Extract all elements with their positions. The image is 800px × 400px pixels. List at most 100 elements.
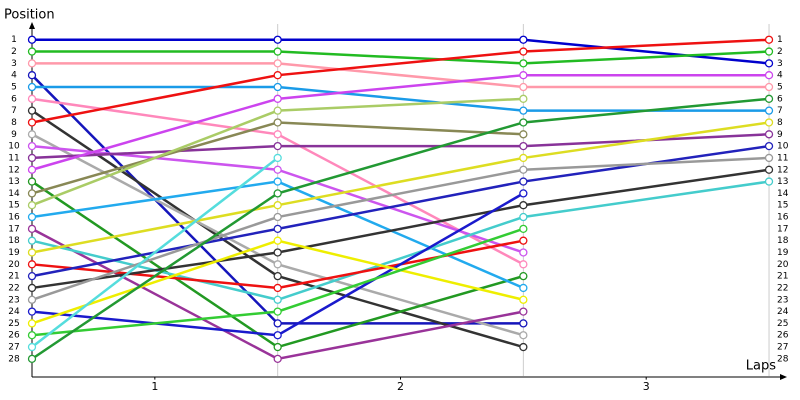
y2-tick-label: 1 xyxy=(777,35,783,45)
position-marker xyxy=(27,307,37,316)
y2-tick-label: 24 xyxy=(777,307,789,317)
position-marker xyxy=(273,224,282,234)
y2-tick-label: 15 xyxy=(777,201,788,211)
position-marker xyxy=(519,130,528,139)
position-marker xyxy=(519,271,528,281)
position-line xyxy=(31,168,770,290)
position-marker xyxy=(764,141,774,151)
y-tick-label: 17 xyxy=(8,224,19,234)
position-marker xyxy=(273,165,282,174)
y2-tick-label: 18 xyxy=(777,236,789,246)
y-tick-label: 28 xyxy=(8,354,20,364)
position-marker xyxy=(27,295,37,304)
position-marker xyxy=(27,260,37,269)
y2-tick-label: 13 xyxy=(777,177,788,187)
y-tick-label: 21 xyxy=(8,272,19,282)
y-axis-label: Position xyxy=(4,8,55,23)
position-marker xyxy=(519,118,528,127)
position-marker xyxy=(27,283,37,293)
y-tick-label: 23 xyxy=(8,295,19,305)
x-axis-arrow xyxy=(780,374,787,380)
position-marker xyxy=(27,248,37,257)
y-tick-label: 13 xyxy=(8,177,19,187)
position-marker xyxy=(273,248,282,257)
position-marker xyxy=(764,47,774,56)
y2-tick-label: 16 xyxy=(777,213,789,223)
y-tick-label: 20 xyxy=(8,260,20,270)
y-tick-label: 8 xyxy=(11,118,17,128)
position-marker xyxy=(273,106,282,115)
position-marker xyxy=(519,177,528,186)
position-marker xyxy=(519,94,528,103)
position-marker xyxy=(764,177,774,186)
y-tick-label: 26 xyxy=(8,331,20,341)
position-marker xyxy=(27,94,37,103)
position-marker xyxy=(27,71,37,80)
position-marker xyxy=(519,248,528,257)
position-marker xyxy=(273,189,282,198)
position-line xyxy=(32,62,770,89)
y-tick-label: 19 xyxy=(8,248,20,258)
y2-tick-label: 12 xyxy=(777,165,788,175)
position-marker xyxy=(273,319,282,328)
position-marker xyxy=(273,236,282,245)
y2-tick-label: 5 xyxy=(777,83,783,93)
position-line xyxy=(32,50,770,65)
position-marker xyxy=(519,224,528,234)
position-marker xyxy=(764,153,774,163)
y-tick-label: 27 xyxy=(8,343,19,353)
y2-tick-label: 22 xyxy=(777,283,788,293)
x-tick-label: 1 xyxy=(151,380,158,393)
position-marker xyxy=(27,354,37,364)
y2-tick-label: 4 xyxy=(777,71,783,81)
position-marker xyxy=(519,201,528,210)
position-marker xyxy=(519,35,528,44)
y-tick-label: 7 xyxy=(11,106,17,116)
y-tick-label: 18 xyxy=(8,236,20,246)
y2-tick-label: 10 xyxy=(777,142,789,152)
position-marker xyxy=(27,189,37,198)
position-marker xyxy=(519,236,528,245)
y2-tick-label: 6 xyxy=(777,94,783,104)
y-tick-label: 11 xyxy=(8,153,19,163)
position-marker xyxy=(273,35,282,44)
position-marker xyxy=(764,71,774,80)
y-tick-label: 24 xyxy=(8,307,20,317)
x-axis-label: Laps xyxy=(746,359,776,374)
y-tick-label: 3 xyxy=(11,59,17,69)
position-marker xyxy=(27,35,37,44)
position-marker xyxy=(519,212,528,222)
y2-tick-label: 8 xyxy=(777,118,783,128)
position-marker xyxy=(273,118,282,127)
position-marker xyxy=(27,201,37,210)
y-tick-label: 12 xyxy=(8,165,19,175)
position-line xyxy=(31,156,279,349)
position-marker xyxy=(764,59,774,68)
position-marker xyxy=(519,283,528,293)
position-marker xyxy=(273,271,282,281)
position-marker xyxy=(273,141,282,151)
position-marker xyxy=(764,130,774,139)
position-marker xyxy=(764,165,774,174)
y2-tick-label: 2 xyxy=(777,47,783,57)
position-marker xyxy=(764,35,774,44)
position-marker xyxy=(27,331,37,340)
position-line xyxy=(31,156,770,301)
position-marker xyxy=(519,319,528,328)
position-line xyxy=(31,97,770,360)
position-marker xyxy=(27,165,37,174)
y-tick-label: 2 xyxy=(11,47,17,57)
y2-tick-label: 28 xyxy=(777,354,789,364)
position-marker xyxy=(273,201,282,210)
position-marker xyxy=(27,342,37,352)
y-tick-label: 4 xyxy=(11,71,17,81)
position-marker xyxy=(519,165,528,174)
position-marker xyxy=(27,212,37,222)
position-marker xyxy=(273,295,282,304)
position-line xyxy=(31,73,770,171)
position-marker xyxy=(27,319,37,328)
position-marker xyxy=(273,153,282,163)
position-marker xyxy=(519,71,528,80)
y-axis-arrow xyxy=(29,22,35,29)
position-marker xyxy=(519,307,528,316)
